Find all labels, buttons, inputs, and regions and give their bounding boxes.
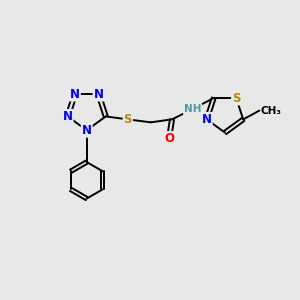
Text: CH₃: CH₃ — [261, 106, 282, 116]
Text: S: S — [232, 92, 241, 104]
Text: N: N — [202, 113, 212, 126]
Text: S: S — [124, 113, 132, 126]
Text: N: N — [82, 124, 92, 137]
Text: N: N — [70, 88, 80, 100]
Text: O: O — [164, 132, 174, 145]
Text: N: N — [94, 88, 103, 100]
Text: NH: NH — [184, 104, 201, 114]
Text: N: N — [63, 110, 73, 123]
